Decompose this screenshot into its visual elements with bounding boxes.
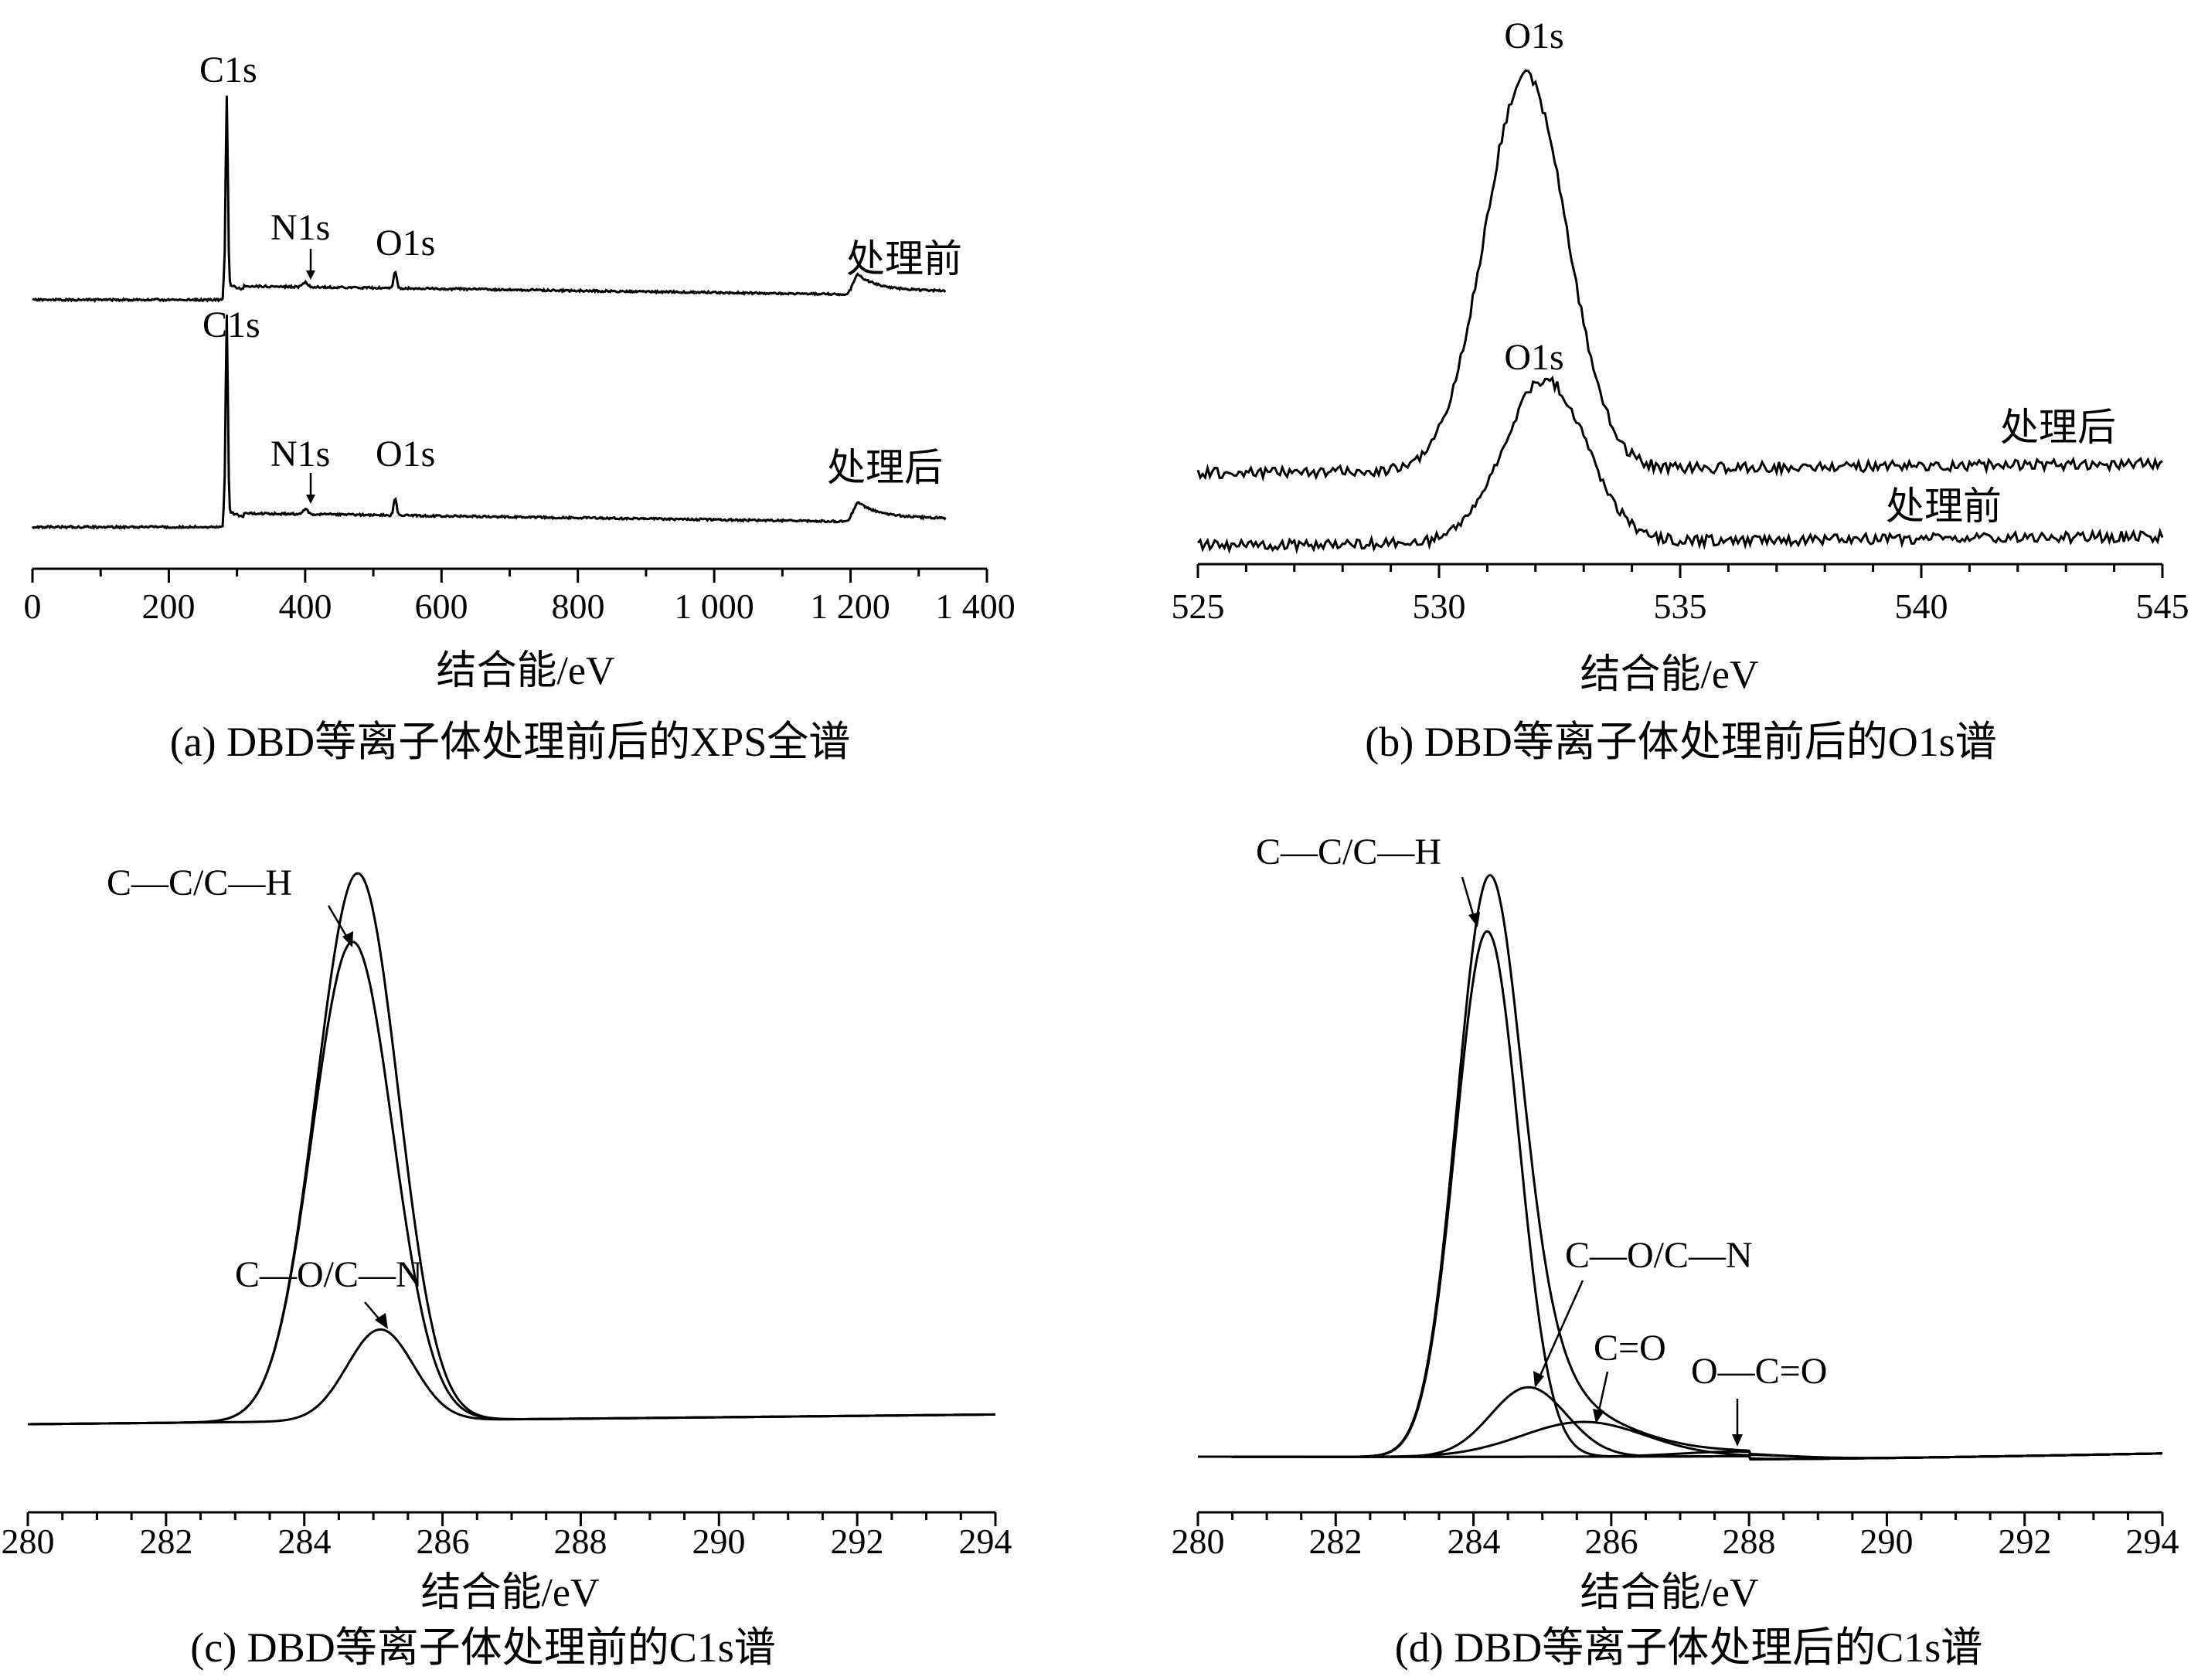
panel-d-cc-ch-arrowhead xyxy=(1468,912,1480,927)
panel-c-x-tick-labels: 280 282 284 286 288 290 292 294 xyxy=(2,1522,1012,1561)
panel-b-after-o1s-label: O1s xyxy=(1504,15,1563,56)
tick-label: 284 xyxy=(1448,1522,1501,1561)
panel-c-cc-ch-arrowhead xyxy=(342,931,353,947)
tick-label: 292 xyxy=(1999,1522,2052,1561)
tick-label: 530 xyxy=(1413,587,1466,626)
panel-b-caption: (b) DBD等离子体处理前后的O1s谱 xyxy=(1365,719,1997,765)
panel-a-x-axis-label: 结合能/eV xyxy=(436,649,614,693)
tick-label: 540 xyxy=(1895,587,1948,626)
panel-d-co-cn-label: C—O/C—N xyxy=(1565,1235,1753,1276)
panel-a-x-ticks xyxy=(31,569,988,583)
panel-a-after-n1s-arrowhead xyxy=(306,495,315,504)
panel-c-co-cn-label: C—O/C—N xyxy=(235,1254,423,1295)
tick-label: 0 xyxy=(24,587,42,626)
panel-c-envelope-line xyxy=(28,872,995,1426)
panel-d-c-double-o-label: C=O xyxy=(1594,1328,1666,1369)
panel-d-caption: (d) DBD等离子体处理后的C1s谱 xyxy=(1395,1624,1983,1671)
panel-a-after-n1s-label: N1s xyxy=(270,434,330,474)
panel-a-after-o1s-label: O1s xyxy=(376,434,435,474)
panel-c-c1s-before: 280 282 284 286 288 290 292 294 结合能/eV (… xyxy=(2,862,1012,1671)
panel-a-before-o1s-label: O1s xyxy=(376,223,435,264)
tick-label: 525 xyxy=(1172,587,1225,626)
tick-label: 600 xyxy=(415,587,468,626)
panel-c-component-co-cn xyxy=(28,1328,995,1426)
panel-c-cc-ch-label: C—C/C—H xyxy=(107,862,292,903)
panel-a-x-tick-labels: 0 200 400 600 800 1 000 1 200 1 400 xyxy=(24,587,1016,626)
panel-d-envelope-line xyxy=(1198,873,2162,1460)
panel-a-after-c1s-label: C1s xyxy=(202,304,260,345)
tick-label: 288 xyxy=(1723,1522,1776,1561)
panel-d-c1s-after: 280 282 284 286 288 290 292 294 结合能/eV (… xyxy=(1172,831,2179,1671)
panel-b-before-series-name: 处理前 xyxy=(1886,484,2002,529)
panel-d-component-co-cn xyxy=(1198,1386,2162,1461)
tick-label: 282 xyxy=(1309,1522,1363,1561)
panel-a-before-series-name: 处理前 xyxy=(846,236,962,281)
panel-b-after-series-name: 处理后 xyxy=(2000,405,2116,450)
tick-label: 280 xyxy=(1172,1522,1225,1561)
panel-a-caption: (a) DBD等离子体处理前后的XPS全谱 xyxy=(170,719,851,765)
panel-a-xps-survey: 0 200 400 600 800 1 000 1 200 1 400 结合能/… xyxy=(24,49,1016,765)
panel-a-before-n1s-label: N1s xyxy=(270,207,330,248)
panel-a-before-c1s-label: C1s xyxy=(199,49,257,90)
panel-c-x-axis-label: 结合能/eV xyxy=(420,1571,599,1615)
panel-d-c-double-o-arrow xyxy=(1597,1371,1609,1415)
panel-b-series-after-line xyxy=(1196,69,2163,482)
panel-d-co-cn-arrowhead xyxy=(1533,1371,1544,1388)
panel-d-component-o-c-double-o xyxy=(1198,1450,2162,1460)
panel-d-x-tick-labels: 280 282 284 286 288 290 292 294 xyxy=(1172,1522,2179,1561)
panel-d-o-c-double-o-label: O—C=O xyxy=(1691,1351,1827,1392)
tick-label: 292 xyxy=(831,1522,884,1561)
tick-label: 284 xyxy=(278,1522,332,1561)
panel-d-c-double-o-arrowhead xyxy=(1593,1409,1604,1423)
panel-a-series-after-line xyxy=(31,315,947,530)
panel-d-o-c-double-o-arrowhead xyxy=(1732,1434,1743,1447)
tick-label: 535 xyxy=(1654,587,1707,626)
panel-d-co-cn-arrow xyxy=(1538,1280,1584,1378)
panel-c-component-cc-ch xyxy=(28,940,995,1426)
panel-c-x-ticks xyxy=(26,1512,997,1526)
tick-label: 1 000 xyxy=(674,587,754,626)
tick-label: 288 xyxy=(554,1522,607,1561)
panel-b-before-o1s-label: O1s xyxy=(1504,337,1563,378)
panel-a-series-before-line xyxy=(32,95,947,303)
panel-d-x-ticks xyxy=(1196,1512,2164,1526)
tick-label: 294 xyxy=(2126,1522,2179,1561)
tick-label: 290 xyxy=(692,1522,746,1561)
tick-label: 800 xyxy=(552,587,605,626)
panel-c-caption: (c) DBD等离子体处理前的C1s谱 xyxy=(190,1624,775,1671)
panel-b-series-before-line xyxy=(1196,376,2164,555)
tick-label: 1 400 xyxy=(935,587,1016,626)
tick-label: 286 xyxy=(417,1522,470,1561)
tick-label: 1 200 xyxy=(810,587,890,626)
panel-a-after-series-name: 处理后 xyxy=(827,445,943,490)
panel-d-cc-ch-label: C—C/C—H xyxy=(1256,831,1441,872)
tick-label: 200 xyxy=(142,587,196,626)
panel-b-x-tick-labels: 525 530 535 540 545 xyxy=(1172,587,2189,626)
tick-label: 294 xyxy=(959,1522,1012,1561)
panel-a-before-n1s-arrowhead xyxy=(306,270,315,280)
tick-label: 286 xyxy=(1585,1522,1638,1561)
tick-label: 545 xyxy=(2136,587,2189,626)
panel-d-cc-ch-arrow xyxy=(1461,876,1476,920)
panel-d-x-axis-label: 结合能/eV xyxy=(1580,1571,1758,1615)
tick-label: 282 xyxy=(140,1522,193,1561)
panel-b-o1s-spectrum: 525 530 535 540 545 结合能/eV (b) DBD等离子体处理… xyxy=(1172,15,2189,765)
tick-label: 400 xyxy=(279,587,332,626)
panel-c-co-cn-arrowhead xyxy=(375,1313,388,1329)
panel-b-x-axis-label: 结合能/eV xyxy=(1580,653,1758,697)
panel-b-x-ticks xyxy=(1196,564,2164,578)
tick-label: 290 xyxy=(1860,1522,1914,1561)
tick-label: 280 xyxy=(2,1522,55,1561)
panel-d-component-cc-ch xyxy=(1198,930,2162,1461)
